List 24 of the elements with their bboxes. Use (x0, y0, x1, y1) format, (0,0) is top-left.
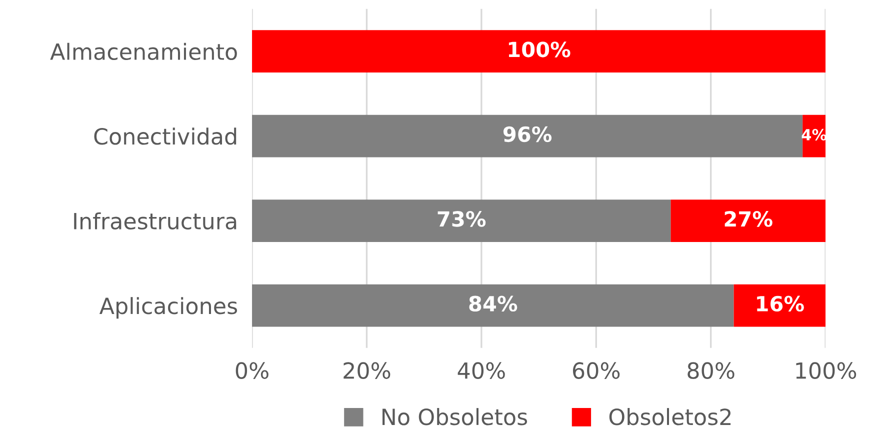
y-tick-label: Conectividad (94, 128, 236, 145)
y-tick-label: Aplicaciones (99, 297, 238, 319)
bar (252, 284, 734, 327)
data-label: 73% (438, 211, 486, 227)
legend-label: Obsoletos2 (609, 408, 731, 426)
bar (734, 284, 826, 327)
x-tick-label: 20% (344, 362, 390, 379)
x-tick-label: 0% (236, 362, 268, 379)
bar (252, 200, 671, 242)
legend-label: No Obsoletos (382, 408, 528, 426)
y-tick-label: Almacenamiento (50, 42, 237, 60)
data-label: 84% (469, 296, 518, 312)
data-label: 16% (757, 296, 804, 312)
data-label: 27% (724, 211, 772, 227)
x-tick-label: 60% (572, 362, 620, 379)
data-label: 100% (508, 42, 570, 58)
x-tick-label: 80% (688, 362, 734, 379)
y-tick-label: Infraestructura (74, 212, 236, 230)
x-tick-label: 40% (458, 362, 505, 379)
bar (252, 114, 803, 158)
bar (670, 200, 826, 242)
bar (252, 30, 826, 72)
x-tick-label: 100% (796, 362, 856, 379)
data-label: 96% (503, 126, 552, 142)
